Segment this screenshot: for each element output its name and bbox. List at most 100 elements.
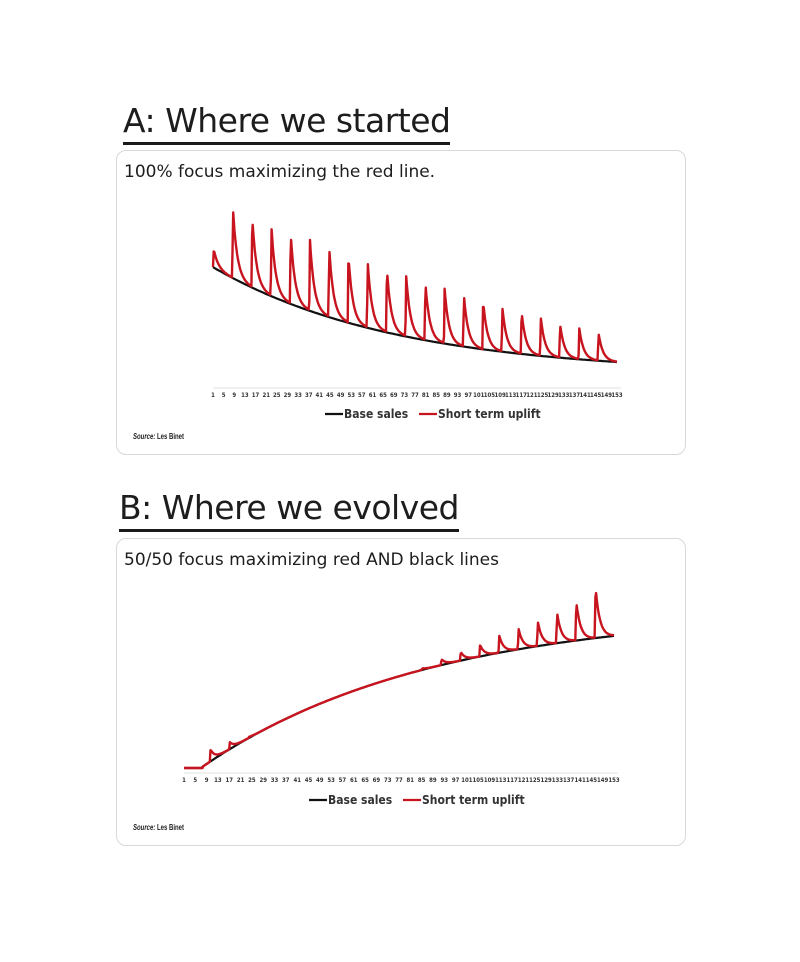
- section-b-title: B: Where we evolved: [119, 490, 459, 532]
- x-tick-label: 21: [262, 392, 270, 399]
- x-tick-label: 49: [337, 392, 345, 399]
- x-tick-label: 25: [273, 392, 281, 399]
- x-tick-label: 53: [347, 392, 355, 399]
- x-tick-label: 89: [443, 392, 451, 399]
- x-tick-label: 153: [608, 777, 620, 784]
- legend-uplift-label: Short term uplift: [422, 793, 525, 807]
- x-tick-label: 113: [495, 777, 507, 784]
- x-tick-label: 49: [316, 777, 324, 784]
- x-tick-label: 125: [537, 392, 549, 399]
- x-tick-label: 61: [350, 777, 358, 784]
- x-tick-label: 5: [222, 392, 226, 399]
- x-tick-label: 41: [316, 392, 324, 399]
- x-tick-label: 97: [464, 392, 472, 399]
- chart-b-source: Source: Les Binet: [133, 823, 184, 832]
- x-tick-label: 77: [411, 392, 419, 399]
- x-tick-label: 69: [373, 777, 381, 784]
- x-tick-label: 133: [552, 777, 564, 784]
- x-tick-label: 81: [407, 777, 415, 784]
- x-tick-label: 149: [597, 777, 609, 784]
- source-name: Les Binet: [155, 823, 185, 832]
- x-tick-label: 73: [401, 392, 409, 399]
- x-tick-label: 109: [484, 777, 496, 784]
- x-tick-label: 85: [433, 392, 441, 399]
- x-tick-label: 113: [505, 392, 517, 399]
- x-tick-label: 13: [241, 392, 249, 399]
- x-tick-label: 29: [259, 777, 267, 784]
- x-tick-label: 45: [305, 777, 313, 784]
- x-tick-label: 57: [339, 777, 347, 784]
- x-tick-label: 129: [540, 777, 552, 784]
- x-tick-label: 117: [516, 392, 528, 399]
- x-tick-label: 101: [461, 777, 473, 784]
- x-tick-label: 137: [569, 392, 581, 399]
- x-tick-label: 65: [379, 392, 387, 399]
- x-tick-label: 109: [494, 392, 506, 399]
- x-tick-label: 137: [563, 777, 575, 784]
- chart-a-source: Source: Les Binet: [133, 432, 184, 441]
- x-tick-label: 129: [548, 392, 560, 399]
- chart-b-caption: 50/50 focus maximizing red AND black lin…: [124, 550, 499, 570]
- x-tick-label: 37: [282, 777, 290, 784]
- x-tick-label: 45: [326, 392, 334, 399]
- x-tick-label: 1: [182, 777, 186, 784]
- x-tick-label: 73: [384, 777, 392, 784]
- legend-base-label: Base sales: [328, 793, 392, 807]
- x-tick-label: 13: [214, 777, 222, 784]
- source-name: Les Binet: [155, 432, 185, 441]
- x-tick-label: 61: [369, 392, 377, 399]
- short-term-uplift-line: [183, 591, 615, 770]
- x-tick-label: 77: [395, 777, 403, 784]
- x-tick-label: 133: [558, 392, 570, 399]
- x-tick-label: 97: [452, 777, 460, 784]
- source-label: Source:: [133, 823, 156, 832]
- x-tick-label: 33: [271, 777, 279, 784]
- chart-a: 1 5 9 13 17 21 25 29 33 37 41 45 49 53 57 61 65 69 73 77 81 8…: [211, 211, 623, 421]
- short-term-uplift-line: [211, 211, 618, 363]
- legend-uplift-label: Short term uplift: [438, 407, 541, 421]
- x-tick-label: 81: [422, 392, 430, 399]
- x-tick-label: 93: [441, 777, 449, 784]
- x-tick-label: 101: [473, 392, 485, 399]
- x-tick-label: 153: [611, 392, 623, 399]
- chart-b: 1 5 9 13 17 21 25 29 33 37 41 45 49 53 57 61 65 69 73 77 81 8…: [182, 591, 620, 807]
- x-tick-label: 17: [226, 777, 234, 784]
- x-tick-label: 37: [305, 392, 313, 399]
- base-sales-line: [212, 266, 618, 364]
- x-tick-label: 17: [252, 392, 260, 399]
- x-tick-label: 41: [293, 777, 301, 784]
- x-tick-label: 53: [327, 777, 335, 784]
- legend-base-label: Base sales: [344, 407, 408, 421]
- x-tick-label: 21: [237, 777, 245, 784]
- section-a-title: A: Where we started: [123, 103, 451, 145]
- x-tick-label: 117: [507, 777, 519, 784]
- x-tick-label: 125: [529, 777, 541, 784]
- x-tick-label: 145: [586, 777, 598, 784]
- x-tick-label: 149: [601, 392, 613, 399]
- x-tick-label: 121: [518, 777, 530, 784]
- base-sales-line: [184, 634, 615, 770]
- x-tick-label: 9: [205, 777, 209, 784]
- chart-card-b: 50/50 focus maximizing red AND black lin…: [116, 538, 686, 846]
- x-tick-label: 29: [284, 392, 292, 399]
- chart-a-caption: 100% focus maximizing the red line.: [124, 162, 436, 182]
- x-tick-label: 57: [358, 392, 366, 399]
- x-tick-label: 9: [232, 392, 236, 399]
- x-tick-label: 105: [484, 392, 496, 399]
- x-tick-label: 89: [429, 777, 437, 784]
- x-tick-label: 141: [579, 392, 591, 399]
- x-tick-label: 105: [473, 777, 485, 784]
- x-tick-label: 121: [526, 392, 538, 399]
- x-tick-label: 85: [418, 777, 426, 784]
- x-tick-label: 141: [574, 777, 586, 784]
- x-tick-label: 69: [390, 392, 398, 399]
- x-tick-label: 145: [590, 392, 602, 399]
- x-tick-label: 93: [454, 392, 462, 399]
- x-tick-label: 5: [193, 777, 197, 784]
- x-tick-label: 33: [294, 392, 302, 399]
- x-tick-label: 25: [248, 777, 256, 784]
- x-tick-label: 65: [361, 777, 369, 784]
- x-tick-label: 1: [211, 392, 215, 399]
- source-label: Source:: [133, 432, 156, 441]
